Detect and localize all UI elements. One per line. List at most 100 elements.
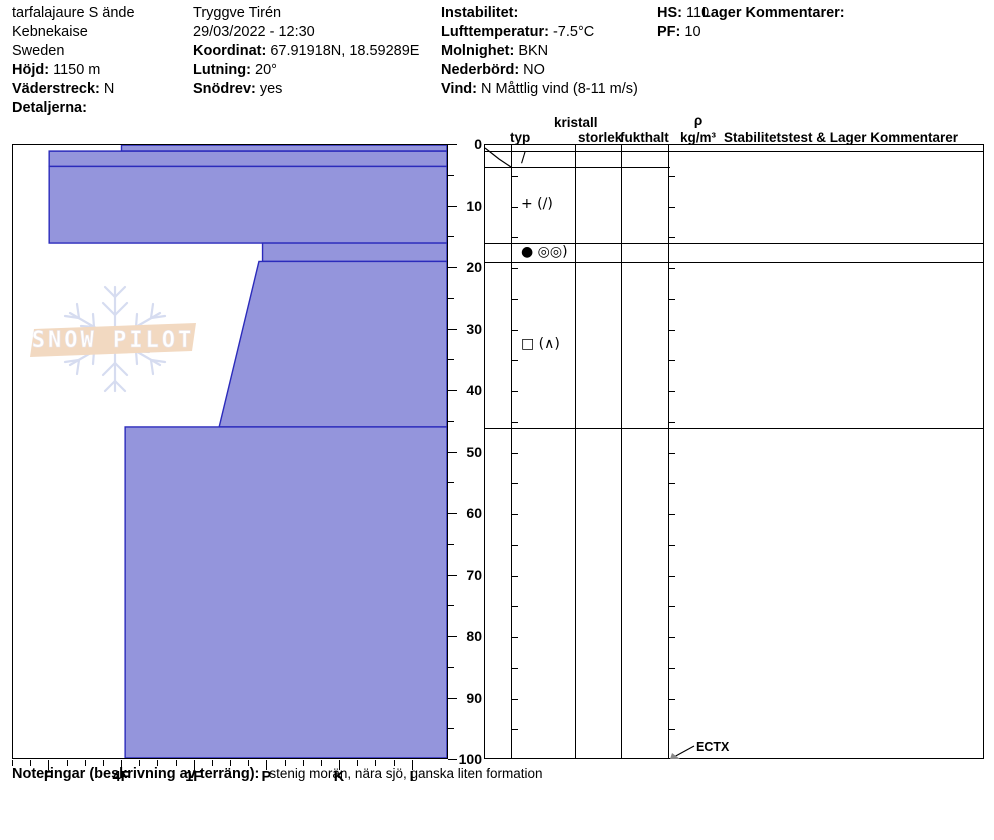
table-depth-tick (668, 452, 675, 454)
hardness-minor-tick (175, 760, 177, 766)
table-column-divider (511, 145, 512, 758)
hardness-plot-area (12, 144, 448, 759)
depth-tick-label: 80 (466, 628, 482, 644)
hardness-minor-tick (393, 760, 395, 766)
header-row: Lager Kommentarer: (702, 4, 845, 23)
depth-tick (448, 636, 457, 637)
hardness-bars (48, 145, 447, 758)
layer-boundary-line (485, 261, 983, 263)
table-depth-tick (511, 206, 518, 208)
header-field-value: N (99, 81, 115, 97)
depth-tick-label: 20 (466, 259, 482, 275)
header-field-value: -7.5°C (548, 24, 595, 40)
layer-boundary-line (485, 166, 670, 168)
grain-symbol-faceted-crystals-depth-hoar: □ (∧) (521, 335, 560, 352)
hardness-minor-tick (30, 760, 32, 766)
hardness-tick (411, 760, 413, 770)
layer-boundary-line (485, 151, 983, 153)
table-depth-tick (668, 575, 675, 577)
depth-tick (448, 697, 457, 699)
layer-boundary-line (485, 427, 983, 429)
hardness-tick (339, 760, 340, 770)
depth-tick (448, 543, 454, 545)
header-field-value: N Måttlig vind (8-11 m/s) (476, 81, 638, 97)
header-column-comments: Lager Kommentarer: (702, 4, 845, 23)
hardness-tick-label-F: F (43, 769, 53, 785)
header-field-label: Instabilitet: (441, 5, 519, 21)
table-depth-tick (668, 514, 675, 515)
table-depth-tick (511, 514, 518, 515)
header-field-label: Snödrev: (193, 81, 256, 97)
hardness-tick (48, 760, 50, 770)
header-field-value: 1150 m (49, 62, 101, 78)
header-row: Höjd: 1150 m (12, 61, 135, 80)
hardness-tick-label-1F: 1F (185, 769, 203, 785)
table-depth-tick (668, 237, 675, 239)
table-depth-tick (668, 667, 675, 669)
hardness-minor-tick (211, 760, 213, 766)
table-depth-tick (511, 268, 518, 269)
depth-tick (448, 574, 457, 576)
header-field-label: Koordinat: (193, 43, 267, 59)
depth-tick (448, 328, 457, 330)
depth-tick (448, 482, 454, 484)
table-depth-tick (511, 391, 518, 392)
header-row: Väderstreck: N (12, 80, 135, 99)
table-depth-tick (668, 268, 675, 269)
depth-tick (448, 359, 454, 361)
header-row: Instabilitet: (441, 4, 638, 23)
header-row: 29/03/2022 - 12:30 (193, 23, 419, 42)
stability-test-marker (670, 745, 695, 759)
table-depth-tick (668, 698, 675, 700)
depth-tick-label: 40 (466, 382, 482, 398)
table-depth-tick (668, 637, 675, 638)
table-depth-tick (668, 329, 675, 331)
header-field-value: NO (519, 62, 545, 78)
depth-axis: 0 10 20 30 40 50 60 70 80 90 100 (448, 137, 484, 766)
header-row: Lutning: 20° (193, 61, 419, 80)
table-depth-tick (511, 175, 518, 177)
depth-tick (448, 420, 454, 422)
grain-symbol-rounded-grains-melt-freeze: ● ◎◎) (521, 243, 568, 260)
header-field-value: 67.91918N, 18.59289E (266, 43, 420, 59)
depth-tick (448, 513, 457, 514)
table-depth-tick (668, 544, 675, 546)
snow-profile-chart: SNOW PILOT 0 10 20 30 40 50 60 70 80 90 100 I K P 1F 4… (0, 113, 994, 785)
table-depth-tick (511, 575, 518, 577)
depth-tick (448, 451, 457, 453)
header-field-label: Väderstreck: (12, 81, 100, 97)
table-depth-tick (511, 360, 518, 362)
hardness-minor-tick (84, 760, 86, 766)
header-stabilitetstest: Stabilitetstest & Lager Kommentarer (724, 130, 959, 145)
stability-test-label: ECTX (696, 739, 730, 754)
header-field-value: Sweden (12, 43, 65, 59)
header-field-label: Vind: (441, 81, 477, 97)
depth-tick-label: 90 (466, 689, 482, 706)
table-depth-tick (668, 298, 675, 300)
table-depth-tick (668, 206, 675, 208)
header-field-value: 29/03/2022 - 12:30 (193, 24, 315, 40)
table-depth-tick (511, 452, 518, 454)
hardness-axis: I K P 1F 4F F (12, 760, 448, 790)
header-row: Sweden (12, 42, 135, 61)
notes-label: Noteringar (beskrivning av terräng): (12, 766, 260, 782)
layer-boundary-line (485, 243, 983, 245)
header-field-label: Höjd: (12, 62, 50, 78)
table-depth-tick (511, 329, 518, 331)
table-depth-tick (668, 175, 675, 177)
table-depth-tick (668, 391, 675, 392)
header-column-conditions: Instabilitet: Lufttemperatur: -7.5°C Molni… (441, 4, 638, 99)
hardness-bar-decomposing-fragmented-particles (48, 165, 447, 244)
table-depth-tick (511, 298, 518, 300)
depth-tick-label: 30 (466, 320, 482, 337)
header-row: tarfalajaure S ände (12, 4, 135, 23)
header-column-observer: Tryggve Tirén 29/03/2022 - 12:30 Koordinat… (193, 4, 419, 99)
header-field-label: Lufttemperatur: (441, 24, 549, 40)
table-depth-tick (511, 637, 518, 638)
layer-table: / + (/) ● ◎◎) □ (∧) ECTX (484, 144, 984, 759)
depth-tick (448, 144, 457, 145)
table-column-divider (575, 145, 576, 758)
header-row: PF: 10 (657, 23, 709, 42)
hardness-minor-tick (320, 760, 322, 766)
depth-tick (448, 297, 454, 299)
